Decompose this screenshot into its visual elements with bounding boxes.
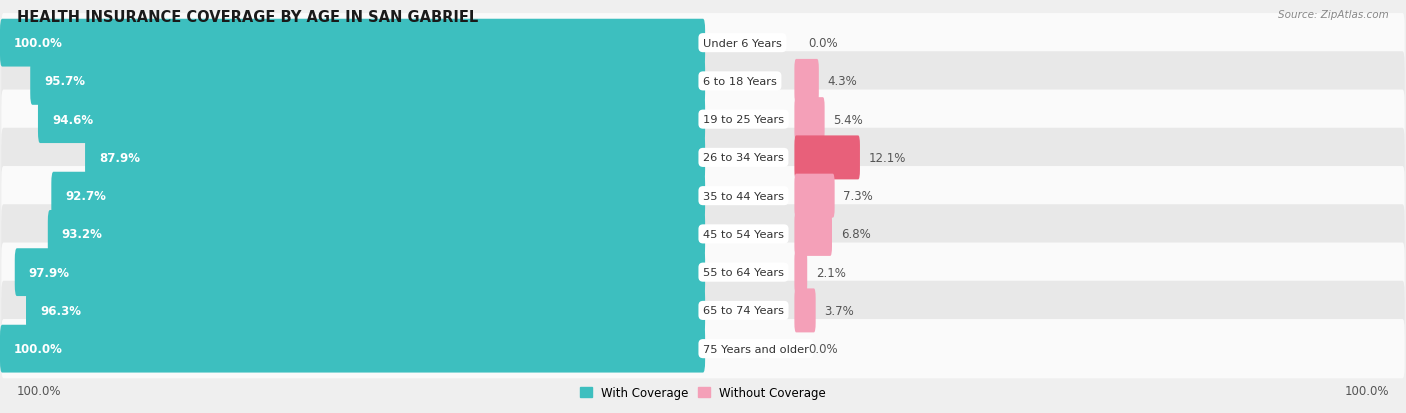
FancyBboxPatch shape [27, 287, 706, 335]
FancyBboxPatch shape [1, 90, 1405, 150]
Text: 92.7%: 92.7% [65, 190, 107, 203]
Text: 5.4%: 5.4% [834, 114, 863, 126]
Text: 19 to 25 Years: 19 to 25 Years [703, 115, 785, 125]
FancyBboxPatch shape [1, 243, 1405, 302]
FancyBboxPatch shape [84, 134, 706, 182]
FancyBboxPatch shape [51, 172, 706, 220]
Text: 96.3%: 96.3% [41, 304, 82, 317]
FancyBboxPatch shape [794, 136, 860, 180]
Text: 100.0%: 100.0% [17, 384, 62, 397]
Text: 100.0%: 100.0% [1344, 384, 1389, 397]
Text: 12.1%: 12.1% [869, 152, 905, 164]
Text: 100.0%: 100.0% [14, 37, 63, 50]
FancyBboxPatch shape [1, 128, 1405, 188]
FancyBboxPatch shape [794, 212, 832, 256]
FancyBboxPatch shape [48, 211, 706, 258]
FancyBboxPatch shape [1, 205, 1405, 264]
Text: 4.3%: 4.3% [828, 75, 858, 88]
Text: 93.2%: 93.2% [62, 228, 103, 241]
Text: 6 to 18 Years: 6 to 18 Years [703, 77, 778, 87]
FancyBboxPatch shape [1, 52, 1405, 111]
Text: 100.0%: 100.0% [14, 342, 63, 355]
FancyBboxPatch shape [1, 281, 1405, 340]
Text: 0.0%: 0.0% [808, 37, 838, 50]
Text: 65 to 74 Years: 65 to 74 Years [703, 306, 785, 316]
FancyBboxPatch shape [794, 289, 815, 332]
FancyBboxPatch shape [794, 251, 807, 294]
Legend: With Coverage, Without Coverage: With Coverage, Without Coverage [575, 381, 831, 404]
Text: 2.1%: 2.1% [815, 266, 846, 279]
Text: 6.8%: 6.8% [841, 228, 870, 241]
Text: 0.0%: 0.0% [808, 342, 838, 355]
Text: 26 to 34 Years: 26 to 34 Years [703, 153, 785, 163]
Text: 87.9%: 87.9% [98, 152, 141, 164]
FancyBboxPatch shape [0, 325, 706, 373]
FancyBboxPatch shape [1, 166, 1405, 226]
FancyBboxPatch shape [38, 96, 706, 144]
FancyBboxPatch shape [1, 319, 1405, 378]
FancyBboxPatch shape [14, 249, 706, 297]
FancyBboxPatch shape [794, 60, 818, 104]
Text: 7.3%: 7.3% [844, 190, 873, 203]
FancyBboxPatch shape [1, 14, 1405, 73]
Text: HEALTH INSURANCE COVERAGE BY AGE IN SAN GABRIEL: HEALTH INSURANCE COVERAGE BY AGE IN SAN … [17, 10, 478, 25]
FancyBboxPatch shape [0, 20, 706, 67]
FancyBboxPatch shape [794, 98, 824, 142]
Text: Source: ZipAtlas.com: Source: ZipAtlas.com [1278, 10, 1389, 20]
Text: 75 Years and older: 75 Years and older [703, 344, 808, 354]
Text: 97.9%: 97.9% [28, 266, 70, 279]
Text: 3.7%: 3.7% [824, 304, 855, 317]
FancyBboxPatch shape [794, 174, 835, 218]
Text: 95.7%: 95.7% [44, 75, 86, 88]
Text: Under 6 Years: Under 6 Years [703, 38, 782, 49]
Text: 94.6%: 94.6% [52, 114, 93, 126]
FancyBboxPatch shape [30, 58, 706, 106]
Text: 45 to 54 Years: 45 to 54 Years [703, 229, 785, 239]
Text: 55 to 64 Years: 55 to 64 Years [703, 268, 785, 278]
Text: 35 to 44 Years: 35 to 44 Years [703, 191, 785, 201]
